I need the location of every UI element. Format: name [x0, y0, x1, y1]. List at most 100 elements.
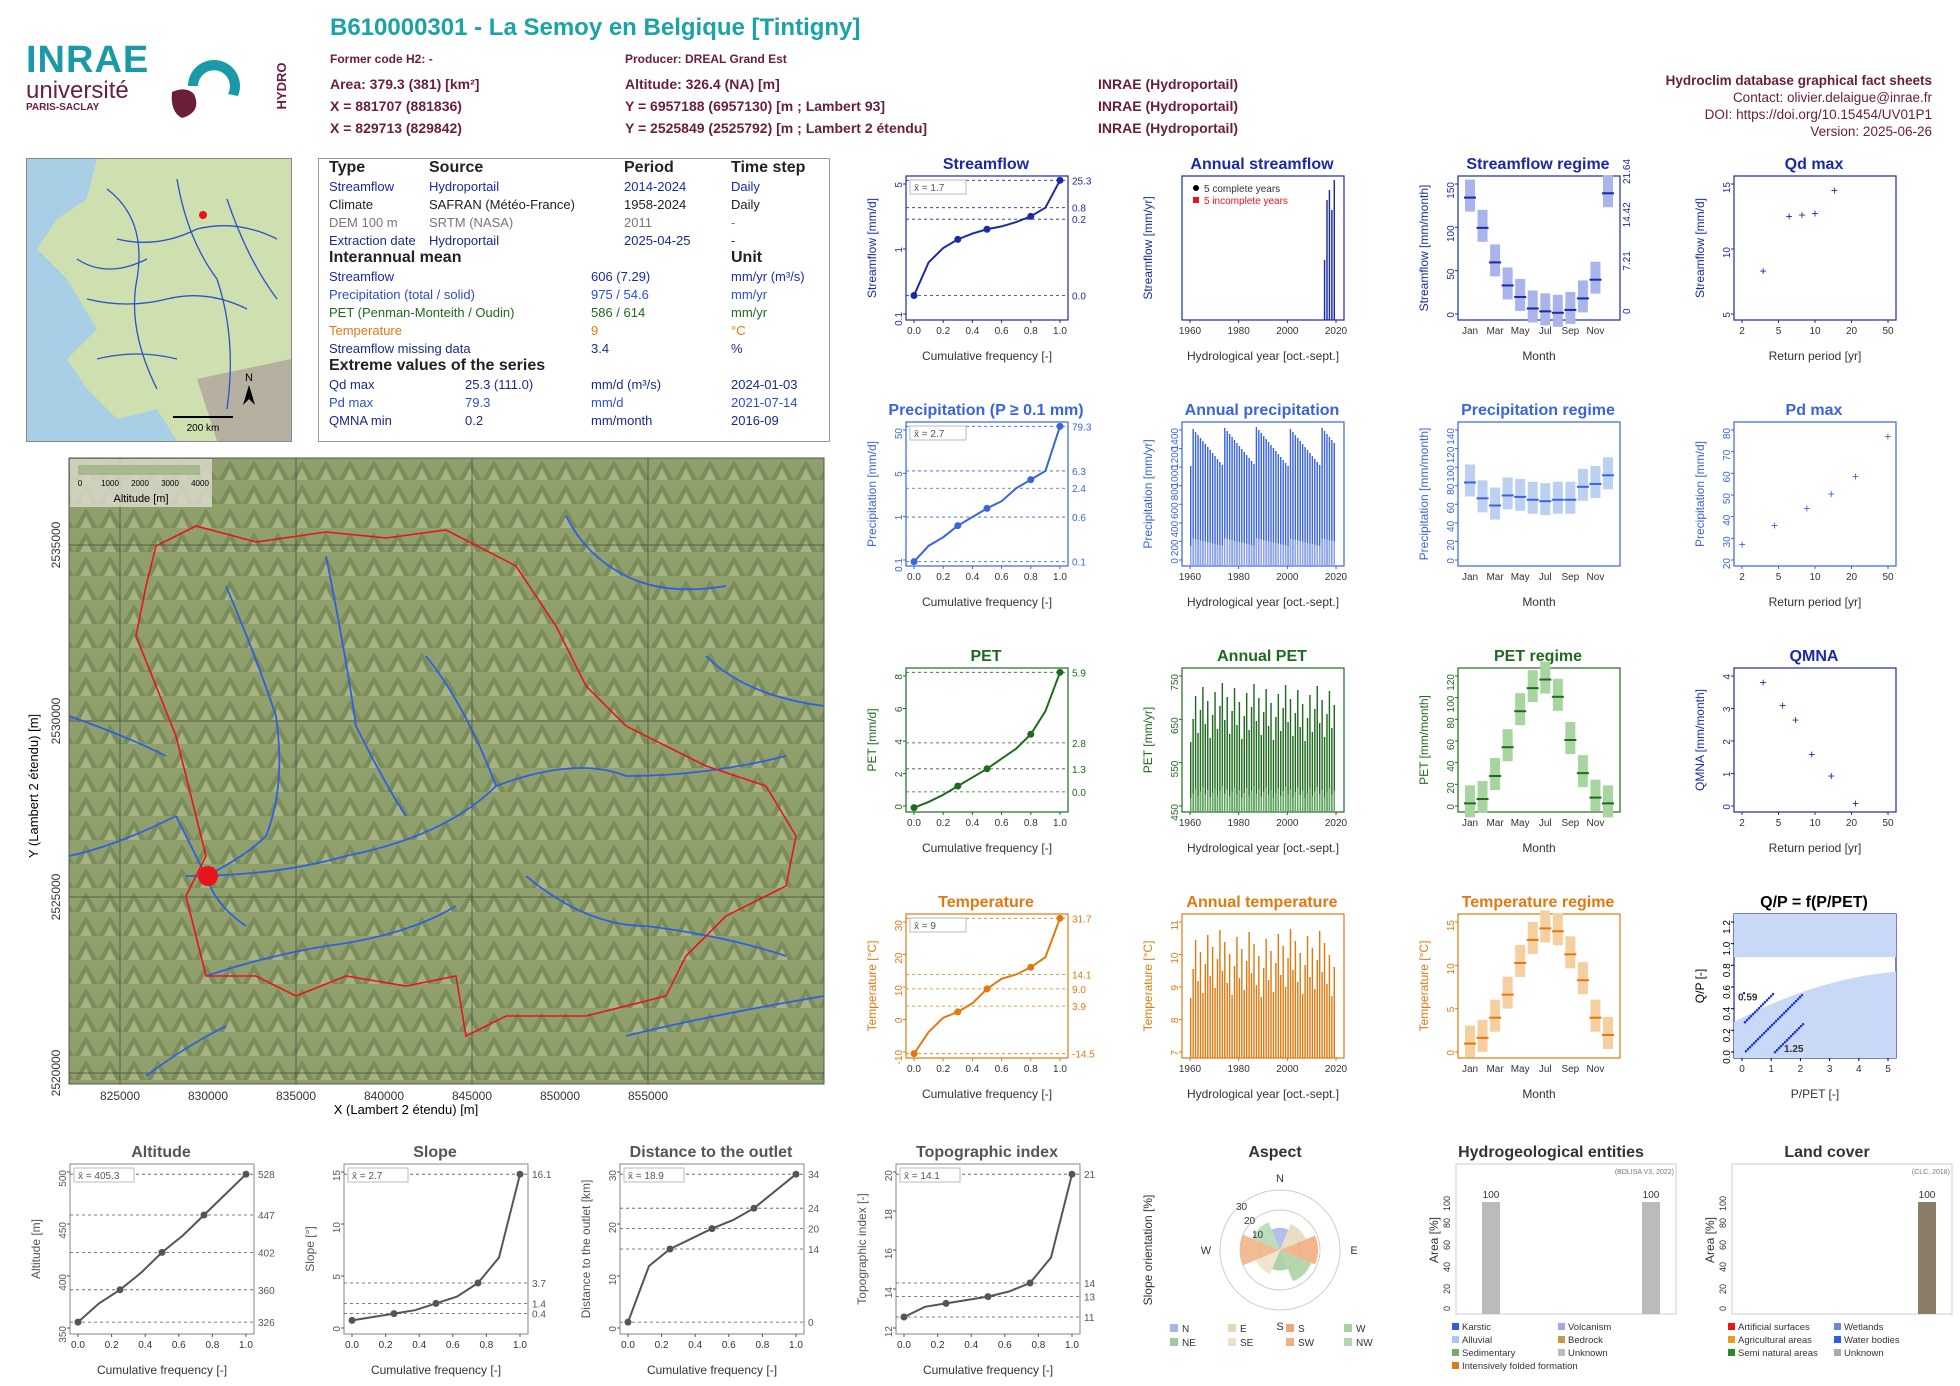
annual-bar — [1255, 985, 1258, 1058]
mean-box — [909, 425, 967, 441]
x-tick-label: 20 — [1846, 326, 1858, 337]
annual-bar — [1260, 735, 1262, 812]
annual-bar — [1323, 737, 1326, 812]
annual-bar — [1258, 430, 1260, 566]
annual-bar — [1258, 698, 1260, 812]
annual-bar — [1243, 452, 1245, 566]
qp-annotation: 1.25 — [1784, 1044, 1804, 1055]
y-tick-label: 800 — [1170, 483, 1181, 500]
qp-point — [1746, 1048, 1750, 1051]
annual-bar — [1245, 961, 1248, 1058]
annual-bar — [1314, 459, 1316, 566]
x-tick-label: 5 — [1776, 572, 1782, 583]
legend-swatch — [1286, 1324, 1294, 1332]
map-ytick: 2530000 — [49, 697, 63, 744]
y-tick-label: 80 — [1722, 428, 1733, 440]
y-tick-label: 50 — [1446, 268, 1457, 280]
annual-bar — [1207, 447, 1209, 566]
annual-bar — [1277, 694, 1280, 812]
mean-label: x̄ = 9 — [914, 921, 936, 932]
y-tick-label: 10 — [608, 1274, 619, 1286]
annual-bar — [1284, 685, 1287, 812]
doi[interactable]: DOI: https://doi.org/10.15454/UV01P1 — [1704, 107, 1932, 122]
annual-bar — [1207, 935, 1209, 1058]
annual-bar — [1263, 436, 1265, 566]
annual-temp-panel: Annual temperature Hydrological year [oct… — [1141, 894, 1348, 1101]
qd-max-panel: Qd max Return period [yr] Streamflow [mm/d… — [1693, 156, 1897, 363]
annual-bar-secondary — [1202, 787, 1204, 812]
legend-dot — [1193, 185, 1199, 191]
y-tick-label: 40 — [1446, 760, 1457, 772]
plot-frame — [1457, 667, 1621, 813]
annual-bar-secondary — [1299, 541, 1301, 566]
quantile-point — [1056, 422, 1064, 430]
annual-bar — [1294, 713, 1297, 812]
regime-box — [1540, 483, 1551, 516]
annual-bar — [1316, 960, 1318, 1058]
qp-point — [1801, 1023, 1805, 1026]
y-tick-label: 14 — [884, 1287, 895, 1299]
annual-bar — [1282, 460, 1284, 566]
annual-bar-secondary — [1289, 538, 1292, 566]
annual-bar — [1253, 944, 1255, 1058]
x-tick-label: 0.2 — [379, 1340, 393, 1351]
annual-bar-secondary — [1192, 793, 1194, 812]
y-tick-label: 750 — [1170, 674, 1181, 691]
regime-box — [1490, 758, 1501, 790]
panel-title: Hydrogeological entities — [1458, 1144, 1644, 1161]
annual-bar — [1292, 736, 1294, 812]
regime-box — [1465, 1025, 1475, 1058]
x-tick-label: 0.2 — [655, 1340, 669, 1351]
qp-point — [1786, 1008, 1790, 1011]
y-tick-label: 9 — [1170, 985, 1181, 991]
factsheet-info: Hydroclim database graphical fact sheets… — [1666, 72, 1932, 140]
annual-bar-secondary — [1253, 786, 1255, 812]
legend-label: Semi natural areas — [1738, 1348, 1818, 1359]
qp-point — [1747, 1017, 1751, 1020]
right-value-label: 14 — [808, 1245, 820, 1256]
annual-bar-secondary — [1243, 543, 1245, 566]
return-point: + — [1811, 206, 1818, 220]
extreme-value: 79.3 — [465, 395, 491, 410]
extreme-unit: mm/d — [591, 395, 624, 410]
y-tick-label: 80 — [1446, 717, 1457, 729]
x-tick-label: 2000 — [1276, 326, 1299, 337]
x-tick-label: 1.0 — [1053, 1064, 1067, 1075]
y-tick-label: 1 — [1722, 771, 1733, 777]
qp-point — [1773, 1051, 1777, 1054]
annual-bar — [1245, 693, 1248, 812]
annual-bar — [1226, 697, 1228, 812]
x-tick-label: 0.8 — [1024, 572, 1038, 583]
annual-bar-secondary — [1294, 792, 1297, 812]
right-value-label: 25.3 — [1072, 176, 1092, 187]
mean-label: x̄ = 405.3 — [78, 1171, 120, 1182]
src-step: Daily — [731, 197, 760, 212]
annual-bar — [1284, 463, 1287, 566]
legend-swatch — [1344, 1338, 1352, 1346]
annual-bar — [1199, 952, 1202, 1058]
annual-bar — [1309, 453, 1311, 566]
annual-bar — [1258, 956, 1260, 1058]
qp-point — [1757, 1007, 1761, 1010]
x-tick-label: 0.8 — [755, 1340, 769, 1351]
source-label: (CLC, 2018) — [1912, 1169, 1950, 1176]
aspect-sector — [1252, 1222, 1280, 1250]
y-axis-label: Q/P [-] — [1693, 969, 1707, 1003]
annual-bar — [1326, 984, 1328, 1058]
regime-box — [1577, 280, 1588, 313]
contact[interactable]: Contact: olivier.delaigue@inrae.fr — [1732, 90, 1932, 105]
regime-box — [1540, 661, 1551, 694]
regime-box — [1552, 913, 1563, 946]
annual-bar — [1297, 438, 1299, 566]
annual-bar-secondary — [1226, 539, 1228, 566]
polar-ring — [1219, 1189, 1341, 1311]
y-tick-label: 30 — [608, 1170, 619, 1182]
map-xtick: 850000 — [540, 1089, 580, 1103]
right-value-label: 0.4 — [532, 1310, 546, 1321]
x-tick-label: 1.0 — [1065, 1340, 1079, 1351]
regime-box — [1552, 294, 1563, 327]
quantile-point — [983, 765, 991, 773]
y-tick-label: 5 — [1722, 312, 1733, 318]
x-tick-label: 1980 — [1228, 572, 1251, 583]
regime-box — [1565, 291, 1576, 324]
